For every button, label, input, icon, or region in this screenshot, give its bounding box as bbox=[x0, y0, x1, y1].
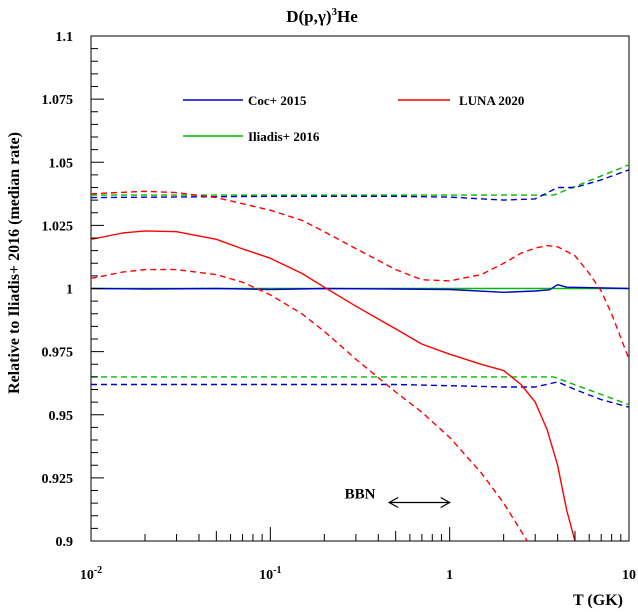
legend-label-coc-2015: Coc+ 2015 bbox=[248, 93, 307, 108]
series-iliadis-2016-dashed bbox=[91, 376, 629, 406]
legend: Coc+ 2015 LUNA 2020 Iliadis+ 2016 bbox=[183, 93, 524, 144]
annotation: BBN bbox=[345, 487, 451, 509]
y-tick-label: 1.075 bbox=[42, 93, 74, 108]
series-luna-2020-dashed bbox=[91, 190, 629, 360]
annotation-label: BBN bbox=[345, 487, 376, 503]
x-tick-label: 10 bbox=[622, 568, 636, 583]
y-tick-label: 1.1 bbox=[56, 30, 74, 45]
series-coc-2015-solid bbox=[91, 284, 629, 293]
y-tick-label: 0.9 bbox=[56, 535, 74, 550]
y-tick-label: 1.025 bbox=[42, 219, 74, 234]
x-tick-label: 10-1 bbox=[259, 565, 281, 583]
series-luna-2020-dashed bbox=[91, 268, 529, 541]
y-axis-label: Relative to Iliadis+ 2016 (median rate) bbox=[6, 132, 23, 394]
series-coc-2015-dashed bbox=[91, 169, 629, 201]
axes: 0.9 0.925 0.95 0.975 1 1.025 1.05 1.075 1.1 10-2 1… bbox=[42, 30, 637, 583]
series-iliadis-2016-dashed bbox=[91, 164, 629, 196]
y-tick-label: 1.05 bbox=[49, 156, 74, 171]
x-tick-label: 10-2 bbox=[80, 565, 102, 583]
y-tick-label: 0.925 bbox=[42, 472, 74, 487]
series-layer bbox=[91, 164, 629, 541]
y-tick-label: 0.975 bbox=[42, 346, 74, 361]
annotation-arrow-head-right bbox=[440, 496, 451, 509]
series-luna-2020-solid bbox=[91, 230, 576, 541]
legend-label-luna-2020: LUNA 2020 bbox=[459, 93, 524, 108]
y-tick-label: 1 bbox=[66, 283, 73, 298]
chart-title: D(p,γ)3He bbox=[286, 6, 358, 26]
annotation-arrow-head-left bbox=[387, 496, 399, 509]
x-axis-label: T (GK) bbox=[573, 592, 623, 609]
legend-label-iliadis-2016: Iliadis+ 2016 bbox=[248, 129, 320, 144]
x-tick-label: 1 bbox=[446, 568, 453, 583]
y-tick-label: 0.95 bbox=[49, 409, 74, 424]
series-coc-2015-dashed bbox=[91, 381, 629, 408]
